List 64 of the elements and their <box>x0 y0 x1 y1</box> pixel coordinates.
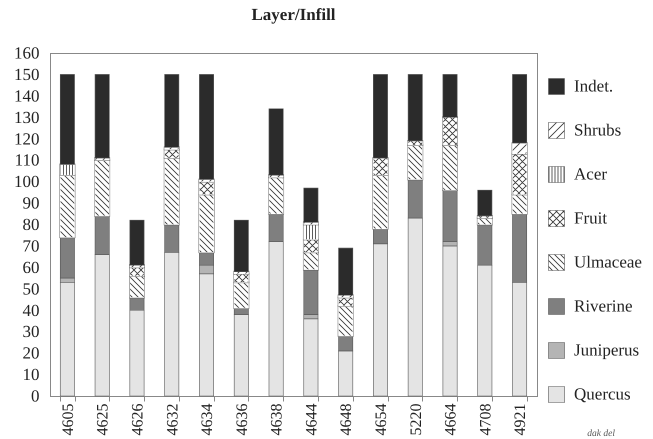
x-tick-label: 4636 <box>234 404 251 436</box>
legend-label: Indet. <box>574 76 614 96</box>
y-tick-label: 40 <box>22 300 40 320</box>
chart-title: Layer/Infill <box>251 5 336 24</box>
y-tick-label: 0 <box>31 386 40 406</box>
bar <box>234 220 249 272</box>
y-tick-label: 120 <box>14 129 40 148</box>
bar <box>303 269 318 315</box>
bar <box>303 188 318 223</box>
bar <box>60 282 75 396</box>
x-tick-label: 4708 <box>477 404 494 436</box>
y-tick-label: 20 <box>22 344 40 363</box>
bar <box>408 144 423 180</box>
x-tick-label: 4626 <box>129 404 146 436</box>
legend-label: Acer <box>574 164 608 184</box>
bar <box>373 74 388 158</box>
x-tick-label: 4664 <box>442 404 460 436</box>
x-tick-label: 4644 <box>303 404 320 436</box>
y-tick-label: 160 <box>14 44 40 62</box>
x-tick-label: 4605 <box>60 404 77 436</box>
y-tick-label: 50 <box>22 279 40 298</box>
legend-label: Quercus <box>574 384 631 404</box>
y-tick-label: 140 <box>14 86 40 106</box>
y-tick-label: 70 <box>22 236 40 256</box>
bar <box>477 190 492 216</box>
legend-label: Shrubs <box>574 120 622 140</box>
bar <box>477 218 492 225</box>
bar <box>94 160 110 216</box>
x-tick-label: 4654 <box>372 404 390 436</box>
bar <box>130 220 144 266</box>
bar <box>442 74 458 118</box>
bar <box>60 74 75 165</box>
y-tick-label: 90 <box>22 194 40 213</box>
y-tick-label: 60 <box>22 258 40 277</box>
bar <box>303 318 318 396</box>
legend-label: Juniperus <box>574 340 640 360</box>
legend-label: Ulmaceae <box>574 252 642 272</box>
bar <box>199 74 214 180</box>
bar <box>408 74 423 142</box>
y-tick-label: 30 <box>22 322 40 342</box>
y-tick-label: 150 <box>14 64 40 84</box>
text: dak del <box>587 429 616 439</box>
bar <box>94 74 110 158</box>
bar <box>512 74 528 144</box>
x-tick-label: 4625 <box>94 404 112 436</box>
bar <box>338 248 354 296</box>
x-tick-label: 4634 <box>199 404 216 436</box>
y-tick-label: 100 <box>14 172 40 192</box>
bar <box>268 108 284 176</box>
x-tick-label: 4632 <box>164 404 182 436</box>
legend-label: Fruit <box>574 208 608 228</box>
y-tick-label: 110 <box>14 150 40 170</box>
bar <box>268 177 284 214</box>
bar <box>164 74 180 148</box>
y-tick-label: 80 <box>22 215 40 234</box>
x-tick-label: 4648 <box>338 404 356 436</box>
y-tick-label: 130 <box>14 108 40 127</box>
bar <box>442 246 458 396</box>
x-tick-label: 4638 <box>268 404 286 436</box>
y-tick-label: 10 <box>22 365 40 384</box>
x-tick-label: 5220 <box>408 404 425 436</box>
bar <box>60 237 75 278</box>
legend-label: Riverine <box>574 296 633 316</box>
x-tick-label: 4921 <box>512 404 530 436</box>
